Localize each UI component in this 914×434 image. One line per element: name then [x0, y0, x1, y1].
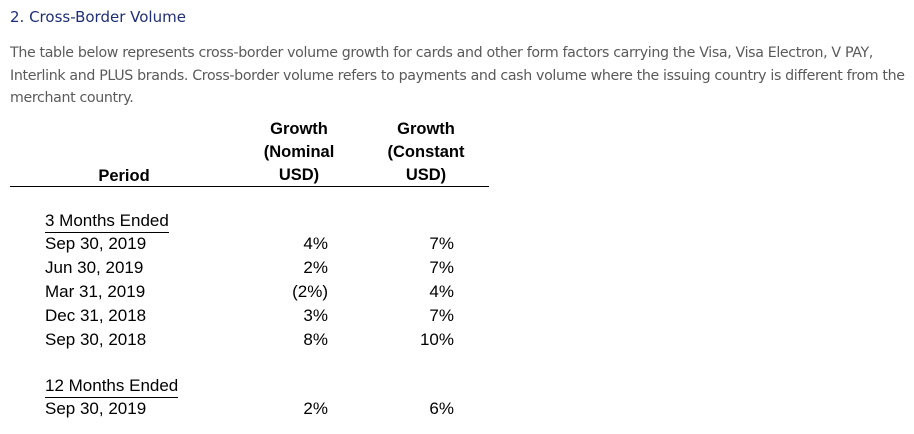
- row-period: Sep 30, 2019: [45, 234, 147, 253]
- row-period: Sep 30, 2019: [45, 399, 147, 418]
- group-label-3-months: 3 Months Ended: [45, 210, 169, 233]
- row-nominal-growth: 2%: [303, 258, 328, 277]
- nominal-header-line-1: Growth: [270, 120, 328, 138]
- table-row: Sep 30, 2019 2% 6%: [0, 397, 490, 421]
- row-nominal-growth: 8%: [303, 330, 328, 349]
- row-nominal-growth: 2%: [303, 399, 328, 418]
- row-constant-growth: 7%: [429, 234, 454, 253]
- table-row: Mar 31, 2019 (2%) 4%: [0, 280, 490, 304]
- row-constant-growth: 10%: [419, 330, 454, 349]
- constant-growth-column-header: Growth (Constant USD): [371, 118, 481, 187]
- intro-paragraph: The table below represents cross-border …: [10, 45, 905, 106]
- row-constant-growth: 7%: [429, 306, 454, 325]
- row-constant-growth: 4%: [429, 282, 454, 301]
- table-row: Sep 30, 2018 8% 10%: [0, 328, 490, 352]
- row-period: Sep 30, 2018: [45, 330, 147, 349]
- nominal-header-line-3: USD): [278, 166, 320, 184]
- group-label-12-months: 12 Months Ended: [45, 375, 179, 398]
- row-nominal-growth: (2%): [292, 282, 328, 301]
- table-row: Dec 31, 2018 3% 7%: [0, 304, 490, 328]
- row-period: Mar 31, 2019: [45, 282, 146, 301]
- row-nominal-growth: 4%: [303, 234, 328, 253]
- header-divider: [10, 186, 489, 187]
- period-column-header: Period: [64, 165, 184, 188]
- row-nominal-growth: 3%: [303, 306, 328, 325]
- section-heading: 2. Cross-Border Volume: [10, 8, 186, 26]
- row-constant-growth: 6%: [429, 399, 454, 418]
- constant-header-line-1: Growth: [397, 120, 455, 138]
- row-constant-growth: 7%: [429, 258, 454, 277]
- nominal-header-line-2: (Nominal: [263, 143, 335, 161]
- constant-header-line-2: (Constant: [387, 143, 465, 161]
- row-period: Jun 30, 2019: [45, 258, 144, 277]
- table-row: Sep 30, 2019 4% 7%: [0, 232, 490, 256]
- period-header-label: Period: [98, 167, 150, 185]
- table-row: Jun 30, 2019 2% 7%: [0, 256, 490, 280]
- constant-header-line-3: USD): [405, 166, 447, 184]
- nominal-growth-column-header: Growth (Nominal USD): [244, 118, 354, 187]
- row-period: Dec 31, 2018: [45, 306, 147, 325]
